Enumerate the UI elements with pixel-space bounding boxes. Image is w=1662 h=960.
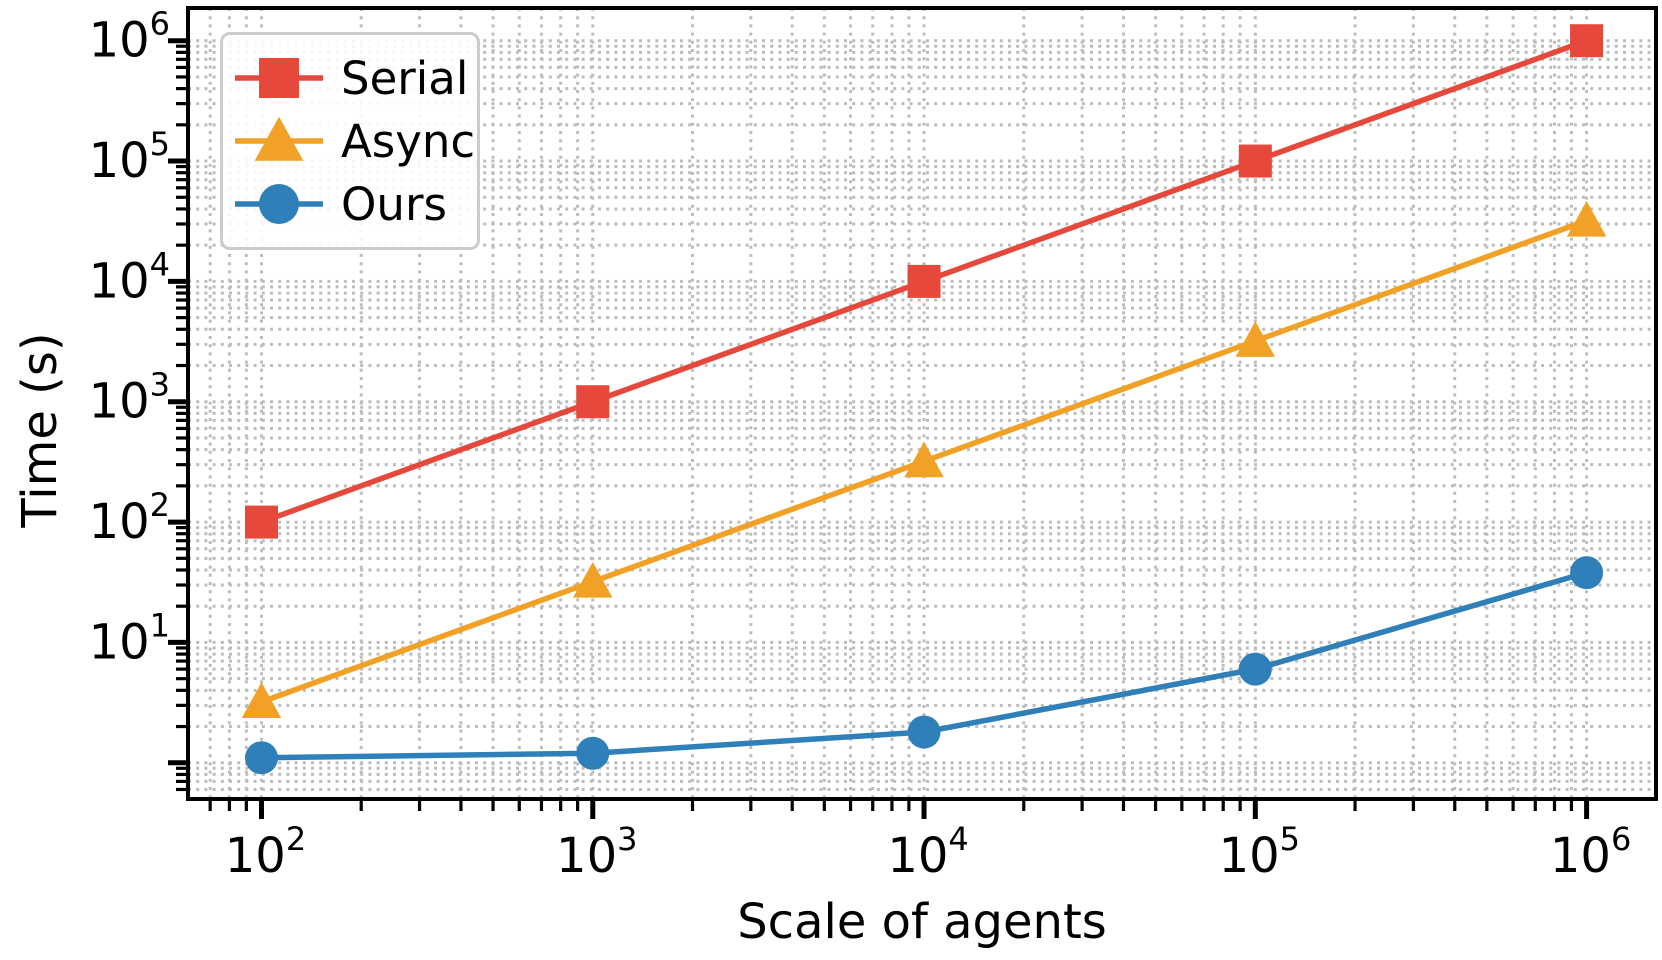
serial-marker: [1570, 24, 1604, 58]
legend-label-async: Async: [341, 114, 476, 168]
y-tick-label: 105: [89, 125, 170, 189]
x-tick-label: 104: [887, 820, 968, 884]
series-async: [241, 200, 1607, 718]
x-axis-title: Scale of agents: [737, 894, 1107, 950]
grid: [188, 8, 1656, 799]
y-axis-title: Time (s): [12, 332, 68, 528]
y-tick-label: 102: [89, 486, 170, 550]
series-ours: [244, 556, 1604, 775]
async-legend-marker: [254, 117, 304, 161]
plot-spines: [186, 6, 1658, 801]
async-marker: [241, 682, 282, 718]
async-marker: [1235, 321, 1276, 357]
ours-legend-marker: [259, 184, 299, 224]
y-tick-label: 103: [89, 366, 170, 430]
x-tick-label: 105: [1219, 820, 1300, 884]
y-tick-label: 101: [89, 606, 170, 670]
legend-item-ours: Ours: [229, 180, 477, 228]
async-triangle-marker-icon: [235, 117, 323, 161]
series-serial: [244, 24, 1604, 539]
y-tick-label: 106: [89, 5, 170, 69]
serial-square-marker-icon: [235, 58, 323, 98]
legend-item-serial: Serial: [229, 54, 477, 102]
legend-label-serial: Serial: [341, 51, 469, 105]
x-tick-label: 103: [556, 820, 637, 884]
x-tick-label: 102: [225, 820, 306, 884]
ours-marker: [244, 741, 278, 775]
legend: Serial Async Ours: [220, 32, 480, 250]
serial-marker: [576, 385, 610, 419]
legend-label-ours: Ours: [341, 177, 447, 231]
legend-item-async: Async: [229, 117, 477, 165]
async-marker: [573, 561, 613, 598]
y-tick-labels: 101 102 103 104 105 106: [89, 5, 170, 671]
y-tick-label: 104: [89, 245, 170, 309]
ours-marker: [576, 736, 610, 770]
serial-marker: [1238, 144, 1272, 178]
serial-legend-marker: [259, 58, 299, 98]
serial-marker: [244, 505, 278, 539]
ours-circle-marker-icon: [235, 184, 323, 224]
x-tick-label: 106: [1550, 820, 1631, 884]
serial-marker: [907, 264, 941, 298]
x-tick-labels: 102 103 104 105 106: [225, 820, 1632, 884]
async-marker: [1566, 200, 1607, 237]
ours-marker: [1570, 556, 1604, 590]
ours-marker: [1238, 652, 1272, 686]
ours-marker: [907, 715, 941, 749]
axis-ticks: [168, 38, 1590, 819]
async-marker: [904, 441, 944, 478]
